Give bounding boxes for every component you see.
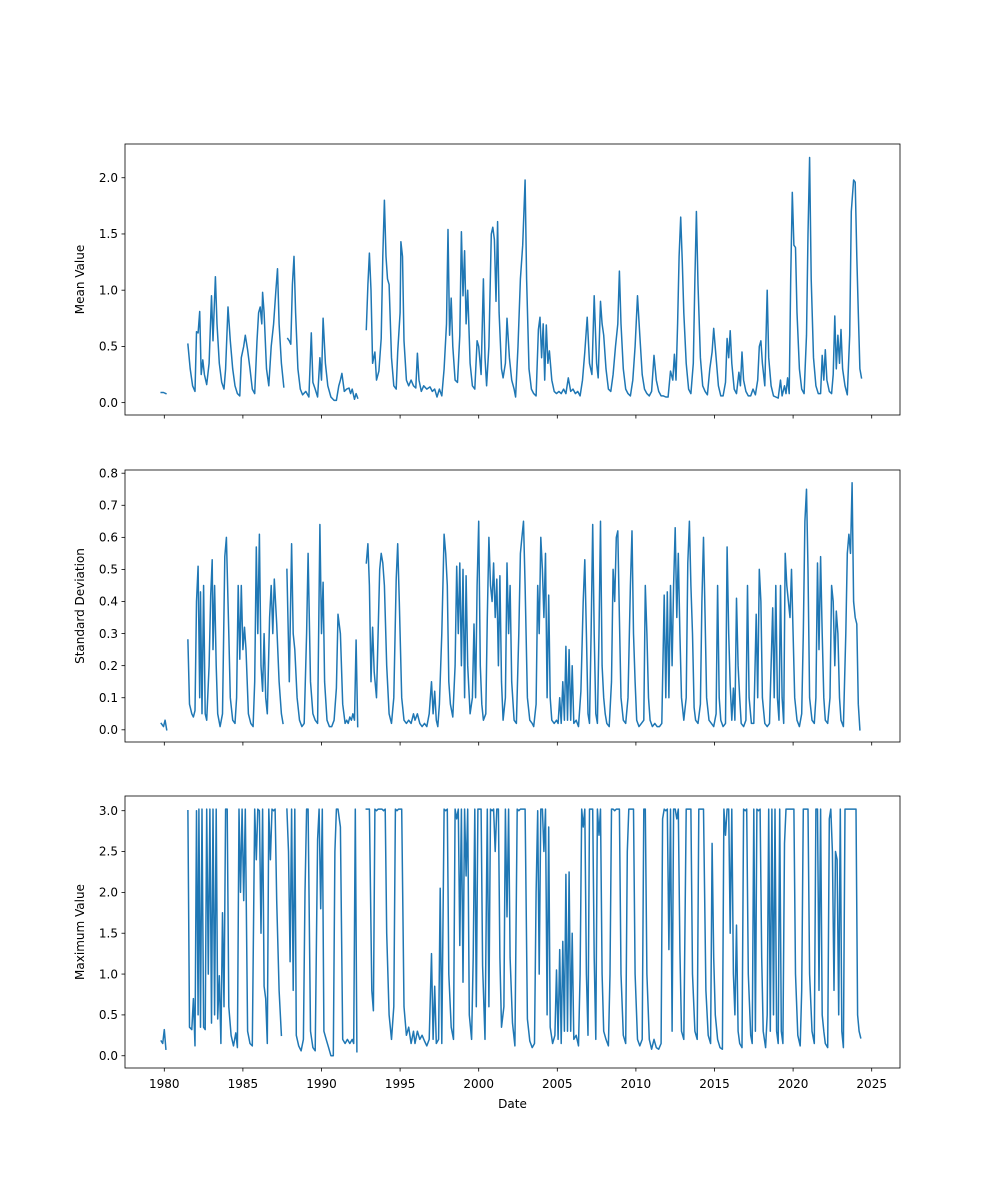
maximum-value-xtick-label: 2015 [699,1077,730,1091]
maximum-value-ytick-label: 2.0 [99,886,118,900]
maximum-value-xtick-label: 2020 [778,1077,809,1091]
mean-value-line-segment-3 [286,255,359,402]
maximum-value-line-segment-1 [160,1028,167,1051]
maximum-value-xtick-label: 1985 [228,1077,259,1091]
standard-deviation-ytick-label: 0.2 [99,659,118,673]
maximum-value-xtick-label: 1980 [149,1077,180,1091]
standard-deviation-line-segment-2 [187,533,284,728]
maximum-value-line-segment-4 [365,808,862,1050]
mean-value-line-segment-1 [160,391,167,395]
standard-deviation-line-segment-3 [286,523,359,728]
mean-value-ylabel: Mean Value [73,245,87,314]
mean-value-ytick-label: 1.0 [99,283,118,297]
maximum-value-ytick-label: 0.0 [99,1049,118,1063]
standard-deviation-line-segment-4 [365,482,861,731]
maximum-value-xtick-label: 2005 [542,1077,573,1091]
mean-value-ytick-label: 0.5 [99,340,118,354]
standard-deviation-series [160,482,861,731]
maximum-value-xtick-label: 2025 [856,1077,887,1091]
standard-deviation-line-segment-1 [160,719,168,731]
standard-deviation-ytick-label: 0.8 [99,466,118,480]
maximum-value-xtick-label: 2010 [621,1077,652,1091]
maximum-value-axes-frame [124,795,901,1069]
standard-deviation-ytick-label: 0.0 [99,723,118,737]
maximum-value-panel: 0.0 0.5 1.0 1.5 2.0 2.5 3.0 1980 1985 1990 1995 200… [73,795,901,1111]
standard-deviation-ytick-label: 0.4 [99,595,118,609]
mean-value-line-segment-4 [365,156,863,399]
maximum-value-xtick-label: 1995 [385,1077,416,1091]
mean-value-ytick-label: 2.0 [99,171,118,185]
maximum-value-xtick-label: 2000 [463,1077,494,1091]
maximum-value-series [160,808,862,1057]
mean-value-ytick-label: 1.5 [99,227,118,241]
maximum-value-ytick-label: 2.5 [99,845,118,859]
mean-value-panel: 0.0 0.5 1.0 1.5 2.0 Mean Value [73,143,901,419]
maximum-value-ytick-label: 1.0 [99,967,118,981]
maximum-value-xlabel: Date [498,1097,527,1111]
maximum-value-ytick-label: 3.0 [99,804,118,818]
standard-deviation-axes-frame [124,469,901,743]
mean-value-line-segment-2 [187,268,285,397]
standard-deviation-ytick-label: 0.3 [99,627,118,641]
maximum-value-ytick-label: 0.5 [99,1008,118,1022]
standard-deviation-ytick-label: 0.1 [99,691,118,705]
maximum-value-line-segment-2 [187,808,283,1049]
standard-deviation-ytick-label: 0.7 [99,498,118,512]
maximum-value-xtick-label: 1990 [306,1077,337,1091]
mean-value-axes-frame [124,143,901,416]
mean-value-series [160,156,863,402]
maximum-value-line-segment-3 [286,808,358,1057]
mean-value-ytick-label: 0.0 [99,396,118,410]
standard-deviation-ytick-label: 0.5 [99,563,118,577]
standard-deviation-ylabel: Standard Deviation [73,548,87,664]
maximum-value-ytick-label: 1.5 [99,926,118,940]
maximum-value-ylabel: Maximum Value [73,884,87,980]
standard-deviation-panel: 0.0 0.1 0.2 0.3 0.4 0.5 0.6 0.7 0.8 Standard Devi… [73,466,901,746]
standard-deviation-ytick-label: 0.6 [99,531,118,545]
